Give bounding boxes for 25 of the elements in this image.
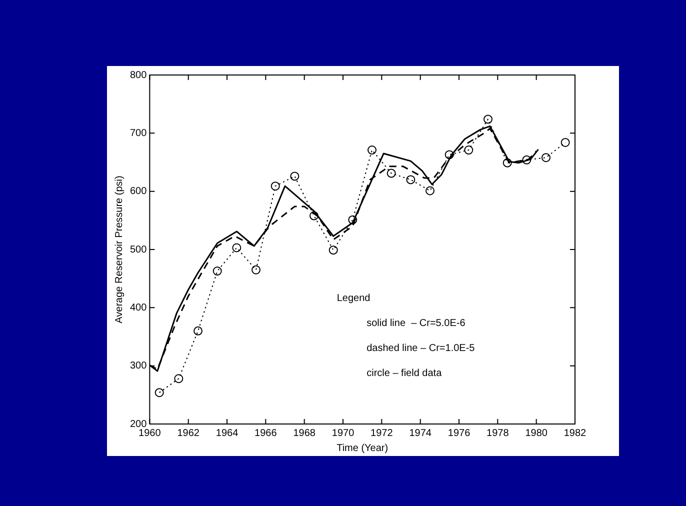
annotation: dashed line – Cr=1.0E-5: [366, 343, 476, 354]
x-tick-label: 1960: [138, 428, 162, 439]
x-tick-label: 1974: [409, 428, 432, 439]
x-tick-label: 1966: [254, 428, 278, 439]
x-tick-label: 1980: [525, 428, 548, 439]
x-tick-label: 1978: [486, 428, 510, 439]
annotation: Legend: [336, 293, 370, 304]
x-tick-label: 1964: [216, 428, 239, 439]
x-axis-title: Time (Year): [336, 442, 388, 454]
x-tick-label: 1976: [448, 428, 471, 439]
x-tick-label: 1972: [370, 428, 394, 439]
y-tick-label: 600: [130, 186, 148, 198]
y-axis-title: Average Reservoir Pressure (psi): [114, 176, 125, 324]
y-tick-label: 500: [130, 244, 148, 256]
y-tick-label: 700: [130, 128, 148, 139]
x-tick-label: 1970: [332, 428, 355, 439]
y-tick-label: 800: [130, 70, 148, 81]
annotation: solid line – Cr=5.0E-6: [366, 318, 466, 330]
x-tick-label: 1962: [177, 428, 200, 439]
y-tick-label: 200: [130, 418, 148, 430]
y-tick-label: 300: [130, 360, 148, 372]
annotation: circle – field data: [366, 368, 442, 380]
x-tick-label: 1982: [564, 428, 587, 439]
y-tick-label: 400: [130, 302, 148, 314]
x-tick-label: 1968: [293, 428, 316, 439]
